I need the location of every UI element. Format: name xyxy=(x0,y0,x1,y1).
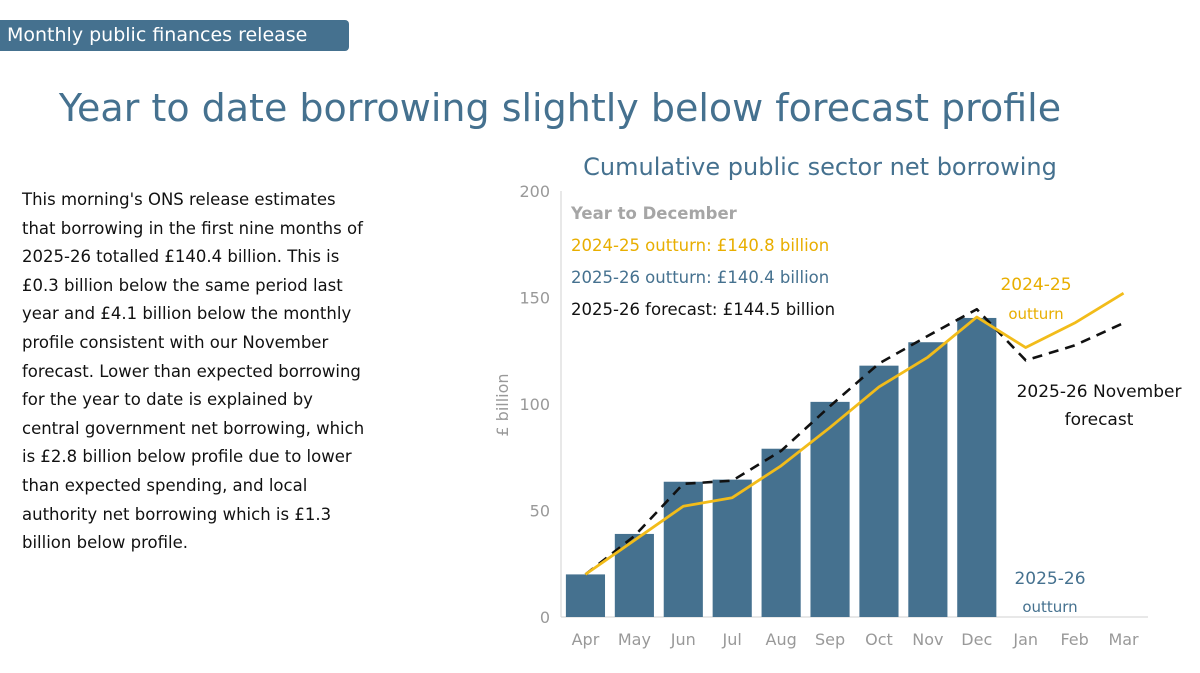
bar xyxy=(908,342,948,617)
line-series xyxy=(584,292,1125,576)
x-tick-label: Apr xyxy=(572,630,600,649)
bar xyxy=(614,533,654,617)
x-tick-label: Dec xyxy=(961,630,992,649)
page-title: Year to date borrowing slightly below fo… xyxy=(58,86,1062,130)
series-label-2024-25: 2024-25 xyxy=(1000,275,1071,295)
bar xyxy=(663,481,703,617)
chart-axes xyxy=(560,191,1148,618)
release-tag: Monthly public finances release xyxy=(0,20,349,51)
summary-heading: Year to December xyxy=(570,204,738,223)
outturn-2024-25-line xyxy=(584,292,1125,576)
x-tick-label: Jan xyxy=(1012,630,1038,649)
x-tick-label: Jun xyxy=(670,630,696,649)
bar xyxy=(565,574,606,617)
bar xyxy=(957,317,997,617)
summary-2025-26: 2025-26 outturn: £140.4 billion xyxy=(571,268,829,287)
x-tick-label: Mar xyxy=(1108,630,1139,649)
summary-2024-25: 2024-25 outturn: £140.8 billion xyxy=(571,236,829,255)
bar xyxy=(859,365,899,617)
series-label-2025-26: 2025-26 xyxy=(1014,569,1085,589)
y-tick-label: 50 xyxy=(530,502,550,521)
bar-series-2025-26 xyxy=(565,317,997,617)
x-tick-label: May xyxy=(618,630,651,649)
series-label-2025-26-sub: outturn xyxy=(1022,598,1077,616)
body-paragraph: This morning's ONS release estimates tha… xyxy=(22,190,365,553)
x-tick-label: Oct xyxy=(865,630,893,649)
x-tick-label: Sep xyxy=(815,630,845,649)
y-tick-label: 100 xyxy=(519,395,550,414)
bar xyxy=(761,448,801,617)
x-tick-label: Feb xyxy=(1060,630,1088,649)
forecast-line xyxy=(584,307,1125,576)
y-axis-label: £ billion xyxy=(493,373,512,436)
x-tick-label: Aug xyxy=(766,630,797,649)
bar xyxy=(810,401,850,617)
series-label-forecast-sub: forecast xyxy=(1065,410,1134,430)
tick-labels: 0 50 100 150 200 Apr May Jun Jul Aug Sep Oct Nov Dec J… xyxy=(519,182,1139,649)
summary-forecast: 2025-26 forecast: £144.5 billion xyxy=(571,300,835,319)
series-label-2024-25-sub: outturn xyxy=(1008,305,1063,323)
y-tick-label: 0 xyxy=(540,608,550,627)
chart-title: Cumulative public sector net borrowing xyxy=(583,153,1057,181)
bar xyxy=(712,479,752,617)
y-tick-label: 200 xyxy=(519,182,550,201)
y-tick-label: 150 xyxy=(519,289,550,308)
series-label-forecast: 2025-26 November xyxy=(1017,382,1182,402)
x-tick-label: Jul xyxy=(722,630,742,649)
x-tick-label: Nov xyxy=(912,630,943,649)
